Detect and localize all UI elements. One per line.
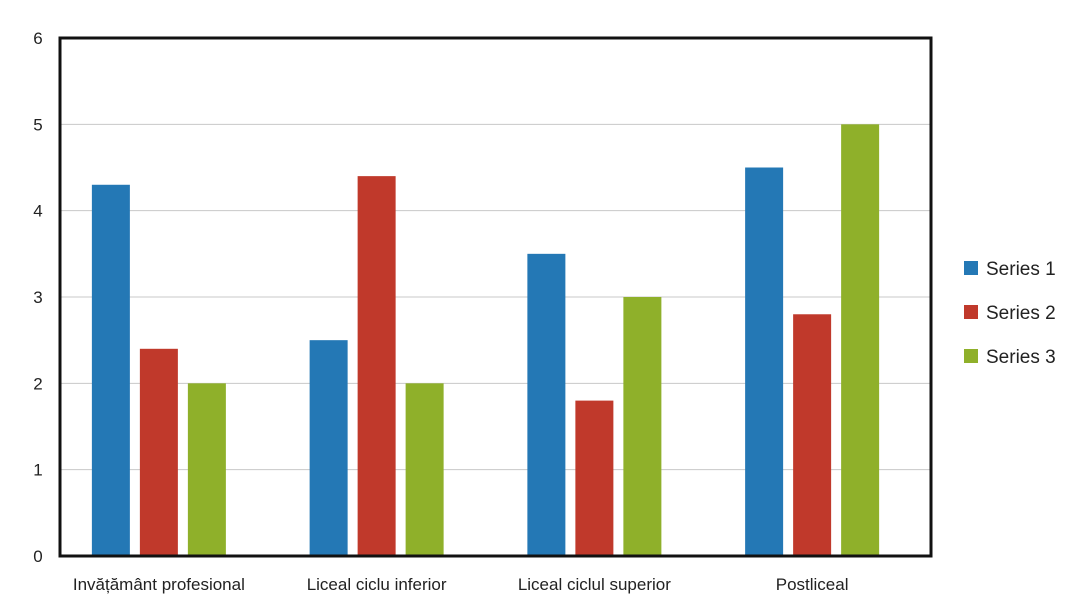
y-tick-label: 0 (33, 547, 42, 566)
legend-swatch (964, 349, 978, 363)
bar-series-1-category-4 (745, 167, 784, 556)
x-category-label: Liceal ciclu inferior (307, 575, 447, 594)
bar-series-2-category-3 (575, 400, 614, 556)
legend-label: Series 1 (986, 259, 1056, 280)
y-tick-label: 5 (33, 115, 42, 134)
y-tick-label: 6 (33, 29, 42, 48)
x-axis-category-labels: Invățământ profesional Liceal ciclu infer… (73, 575, 849, 594)
y-axis-tick-labels: 0 1 2 3 4 5 6 (33, 29, 42, 566)
legend-swatch (964, 261, 978, 275)
bar-series-3-category-1 (187, 383, 226, 556)
legend-label: Series 3 (986, 347, 1056, 368)
bar-series-2-category-2 (357, 176, 396, 556)
x-category-label: Liceal ciclul superior (518, 575, 671, 594)
legend: Series 1 Series 2 Series 3 (964, 259, 1056, 368)
y-tick-label: 1 (33, 461, 42, 480)
bar-series-2-category-4 (793, 314, 832, 556)
bar-series-3-category-2 (405, 383, 444, 556)
plot-area-frame (58, 36, 933, 558)
bar-series-2-category-1 (139, 348, 178, 556)
x-category-label: Postliceal (776, 575, 849, 594)
bar-series-1-category-1 (91, 184, 130, 556)
bar-series-3-category-4 (841, 124, 880, 556)
bar-series-3-category-3 (623, 297, 662, 556)
y-tick-label: 3 (33, 288, 42, 307)
bars (91, 124, 880, 557)
x-category-label: Invățământ profesional (73, 575, 245, 594)
legend-label: Series 2 (986, 303, 1056, 324)
bar-series-1-category-2 (309, 340, 348, 556)
y-tick-label: 2 (33, 374, 42, 393)
bar-series-1-category-3 (527, 253, 566, 557)
legend-swatch (964, 305, 978, 319)
y-tick-label: 4 (33, 202, 42, 221)
